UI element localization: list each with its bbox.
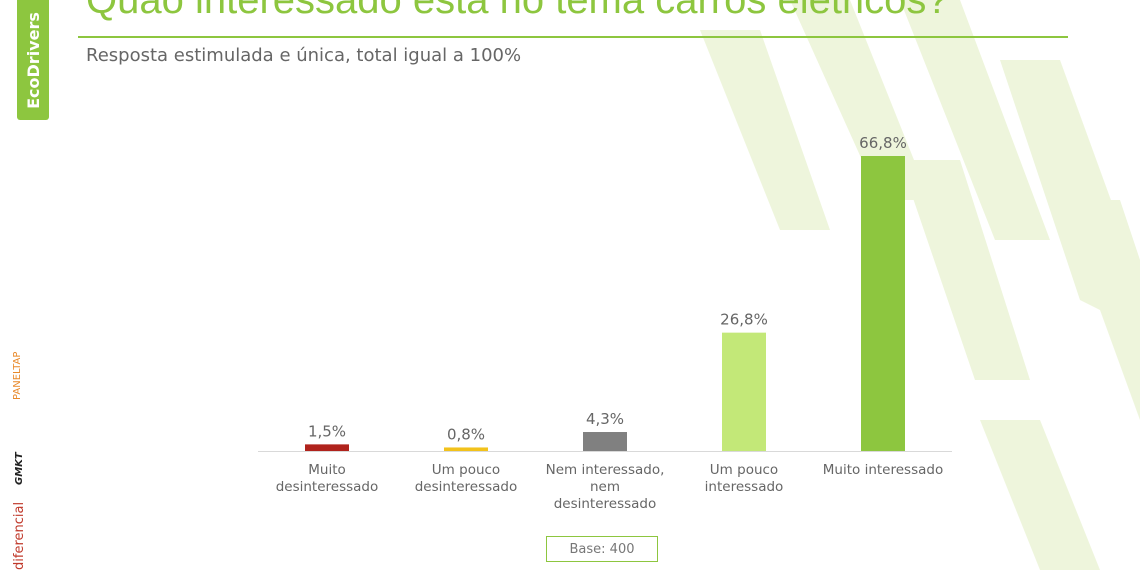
category-label-0: desinteressado: [276, 479, 379, 495]
bar-0: [305, 444, 349, 451]
category-label-3: interessado: [705, 479, 784, 495]
category-label-2: Nem interessado,: [546, 462, 665, 478]
data-label-4: 66,8%: [859, 134, 907, 152]
bar-4: [861, 156, 905, 451]
category-label-4: Muito interessado: [823, 462, 943, 478]
category-label-0: Muito: [308, 462, 346, 478]
data-label-0: 1,5%: [308, 422, 346, 440]
page-title: Quão interessado está no tema carros elé…: [86, 0, 949, 22]
data-label-2: 4,3%: [586, 410, 624, 428]
bar-2: [583, 432, 627, 451]
category-label-2: desinteressado: [554, 496, 657, 512]
bar-3: [722, 332, 766, 451]
category-label-3: Um pouco: [710, 462, 778, 478]
bar-1: [444, 447, 488, 451]
ecodrivers-logo: EcoDrivers: [17, 0, 49, 120]
page-subtitle: Resposta estimulada e única, total igual…: [86, 45, 522, 66]
category-label-1: desinteressado: [415, 479, 518, 495]
data-label-3: 26,8%: [720, 311, 768, 329]
base-label: Base: 400: [546, 536, 658, 562]
data-label-1: 0,8%: [447, 425, 485, 443]
title-divider: [78, 36, 1068, 38]
category-label-2: nem: [590, 479, 620, 495]
category-label-1: Um pouco: [432, 462, 500, 478]
